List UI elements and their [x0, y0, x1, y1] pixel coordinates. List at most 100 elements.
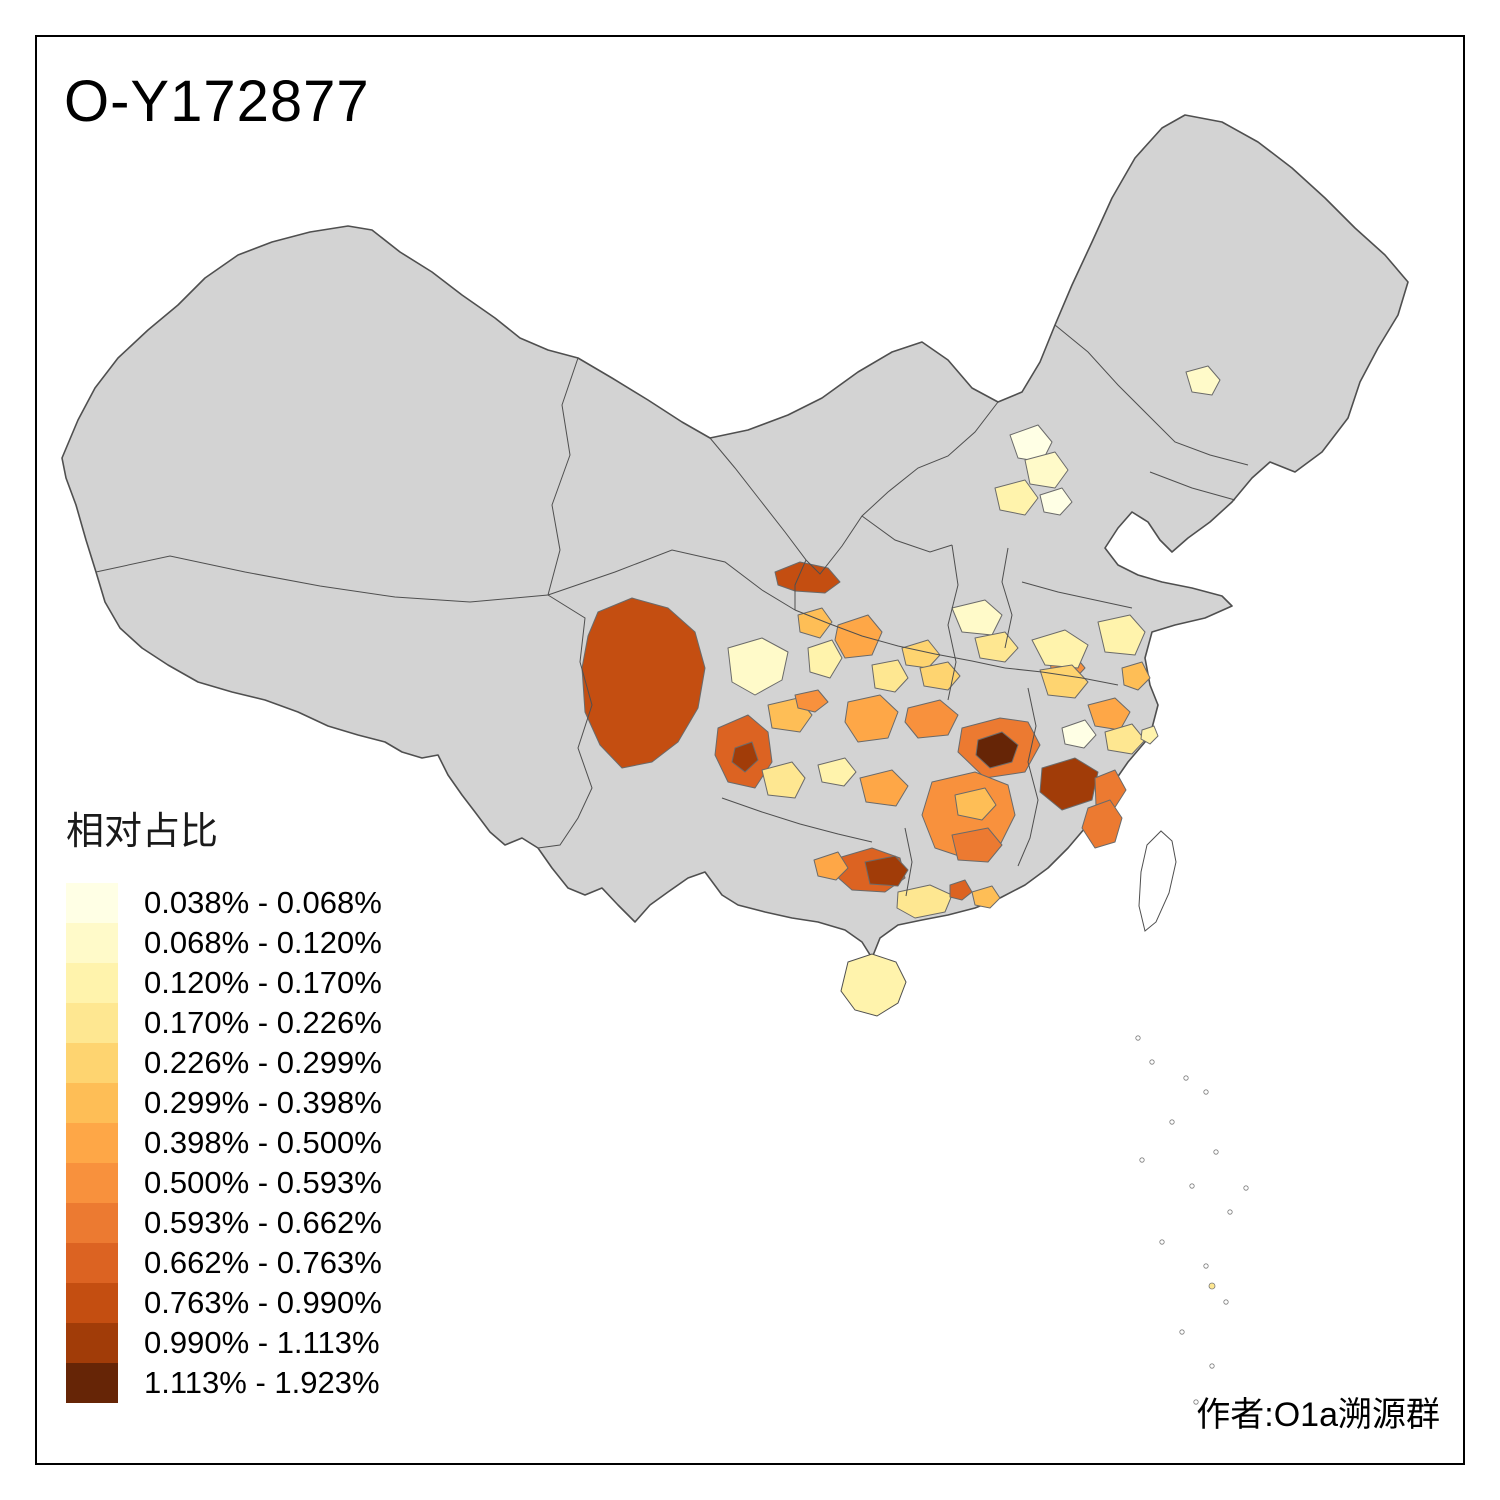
legend-label: 0.662% - 0.763%: [144, 1245, 382, 1280]
choropleth-region: [731, 741, 759, 773]
legend-label: 0.299% - 0.398%: [144, 1085, 382, 1120]
small-island-dot: [1227, 1209, 1233, 1215]
choropleth-region: [949, 879, 973, 901]
choropleth-region: [904, 699, 959, 739]
province-border: [947, 544, 959, 701]
choropleth-region: [794, 689, 829, 713]
province-border: [1054, 324, 1249, 466]
province-border: [1001, 547, 1013, 649]
legend-label: 0.226% - 0.299%: [144, 1045, 382, 1080]
province-border: [1004, 667, 1119, 686]
legend-label: 0.038% - 0.068%: [144, 885, 382, 920]
legend-row: 0.500% - 0.593%: [66, 1163, 382, 1203]
choropleth-region: [834, 614, 883, 659]
choropleth-region: [1024, 451, 1069, 489]
small-island-dot: [1223, 1299, 1229, 1305]
choropleth-region: [1061, 719, 1097, 749]
legend-row: 0.990% - 1.113%: [66, 1323, 382, 1363]
choropleth-region: [581, 597, 706, 769]
legend-swatch: [66, 1243, 118, 1283]
legend-swatch: [66, 1043, 118, 1083]
legend-row: 0.226% - 0.299%: [66, 1043, 382, 1083]
attribution: 作者:O1a溯源群: [1196, 1396, 1440, 1434]
choropleth-region: [896, 884, 953, 919]
choropleth-region: [761, 761, 806, 799]
province-border: [904, 827, 913, 897]
small-island-dot: [1203, 1089, 1209, 1095]
province-border: [537, 594, 593, 849]
legend-label: 1.113% - 1.923%: [144, 1365, 380, 1400]
china-outline: [61, 114, 1409, 959]
small-island-dot: [1169, 1119, 1175, 1125]
legend-label: 0.398% - 0.500%: [144, 1125, 382, 1160]
province-border: [861, 515, 953, 553]
province-border: [1149, 471, 1236, 501]
legend: 相对占比 0.038% - 0.068% 0.068% - 0.120% 0.120…: [66, 800, 382, 1403]
choropleth-region: [871, 659, 909, 693]
legend-row: 1.113% - 1.923%: [66, 1363, 382, 1403]
legend-swatch: [66, 1123, 118, 1163]
choropleth-region: [975, 731, 1019, 769]
small-island-dot: [1139, 1157, 1145, 1163]
legend-label: 0.068% - 0.120%: [144, 925, 382, 960]
figure-title: O-Y172877: [64, 69, 370, 134]
choropleth-region: [971, 885, 1001, 909]
province-border: [547, 357, 579, 596]
legend-label: 0.593% - 0.662%: [144, 1205, 382, 1240]
choropleth-region: [1087, 697, 1131, 731]
island: [1138, 830, 1177, 932]
legend-label: 0.763% - 0.990%: [144, 1285, 382, 1320]
legend-label: 0.120% - 0.170%: [144, 965, 382, 1000]
legend-row: 0.170% - 0.226%: [66, 1003, 382, 1043]
choropleth-region: [951, 827, 1003, 863]
legend-swatch: [66, 923, 118, 963]
small-island-dot: [1189, 1183, 1195, 1189]
legend-row: 0.038% - 0.068%: [66, 883, 382, 923]
small-island-dot: [1203, 1263, 1209, 1269]
legend-swatch: [66, 1083, 118, 1123]
legend-row: 0.068% - 0.120%: [66, 923, 382, 963]
province-border: [1021, 581, 1133, 609]
small-island-dot: [1243, 1185, 1249, 1191]
legend-title: 相对占比: [66, 811, 219, 853]
legend-swatch: [66, 1163, 118, 1203]
legend-row: 0.299% - 0.398%: [66, 1083, 382, 1123]
small-island-dot: [1135, 1035, 1141, 1041]
legend-label: 0.990% - 1.113%: [144, 1325, 380, 1360]
choropleth-region: [1121, 661, 1151, 691]
small-island-dot: [1208, 1282, 1216, 1290]
choropleth-region: [1081, 799, 1123, 849]
legend-swatch: [66, 1283, 118, 1323]
small-island-dot: [1193, 1399, 1199, 1405]
legend-label: 0.170% - 0.226%: [144, 1005, 382, 1040]
choropleth-region: [727, 637, 789, 696]
legend-swatch: [66, 883, 118, 923]
legend-row: 0.120% - 0.170%: [66, 963, 382, 1003]
small-island-dot: [1183, 1075, 1189, 1081]
choropleth-region: [994, 479, 1039, 516]
legend-swatch: [66, 1203, 118, 1243]
choropleth-region: [1039, 487, 1073, 516]
legend-swatch: [66, 963, 118, 1003]
choropleth-region: [1031, 629, 1089, 669]
choropleth-region: [901, 639, 941, 669]
small-island-dot: [1149, 1059, 1155, 1065]
legend-swatch: [66, 1003, 118, 1043]
choropleth-region: [951, 599, 1003, 636]
choropleth-region: [1097, 614, 1146, 656]
legend-row: 0.398% - 0.500%: [66, 1123, 382, 1163]
province-border: [1017, 687, 1039, 867]
choropleth-region: [1140, 725, 1159, 745]
legend-entries: 0.038% - 0.068% 0.068% - 0.120% 0.120% - 0…: [66, 883, 382, 1403]
choropleth-region: [817, 757, 857, 787]
choropleth-region: [954, 787, 997, 821]
province-border: [709, 437, 807, 610]
island: [840, 953, 907, 1017]
small-island-dot: [1213, 1149, 1219, 1155]
choropleth-region: [919, 661, 961, 691]
choropleth-region: [859, 769, 909, 807]
legend-row: 0.593% - 0.662%: [66, 1203, 382, 1243]
small-island-dot: [1159, 1239, 1165, 1245]
legend-label: 0.500% - 0.593%: [144, 1165, 382, 1200]
choropleth-region: [1185, 365, 1221, 396]
